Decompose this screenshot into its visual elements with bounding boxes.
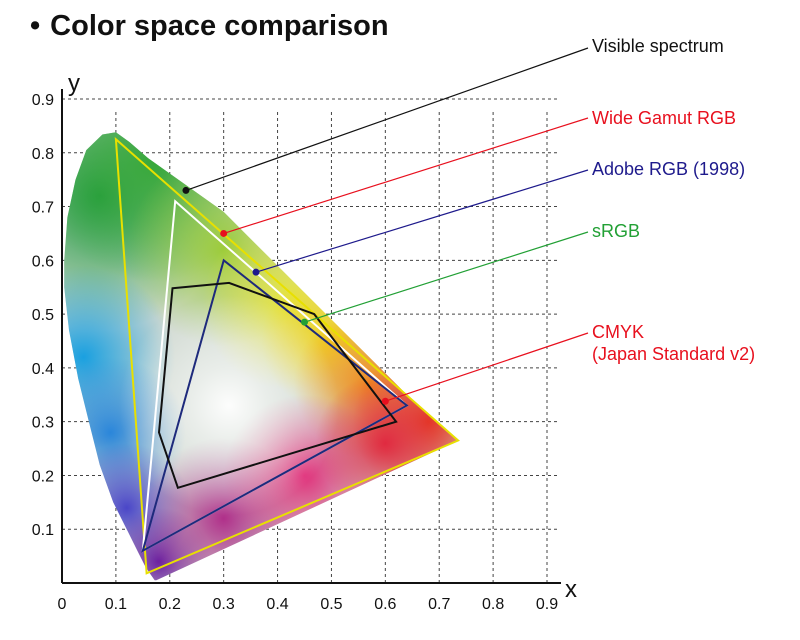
legend-label-cmyk-japan-standard-v2: (Japan Standard v2) — [592, 344, 755, 364]
tick-labels: 0 0.1 0.2 0.3 0.4 0.5 0.6 0.7 0.8 0.9 0.1 0.2 0.3 0.4… — [32, 92, 558, 613]
callout-dot-cmyk-japan-standard-v2 — [381, 397, 389, 405]
legend-label-visible-spectrum: Visible spectrum — [592, 36, 724, 56]
chart-title: • Color space comparison — [30, 10, 389, 43]
y-axis-label: y — [68, 70, 80, 97]
x-tick-label: 0.6 — [374, 596, 396, 613]
gamut-wide-gamut-rgb — [114, 136, 460, 575]
callout-dot-visible-spectrum — [182, 186, 190, 194]
gamut-layer — [114, 136, 460, 575]
legend-label-adobe-rgb-1998: Adobe RGB (1998) — [592, 159, 745, 179]
callout-dot-adobe-rgb-1998 — [252, 268, 260, 276]
x-tick-label: 0.8 — [482, 596, 504, 613]
x-tick-label: 0.7 — [428, 596, 450, 613]
legend-label-cmyk-japan-standard-v2: CMYK — [592, 322, 644, 342]
x-tick-label: 0.1 — [105, 596, 127, 613]
callout-line-adobe-rgb-1998 — [255, 169, 589, 273]
legend-label-srgb: sRGB — [592, 221, 640, 241]
axes — [61, 89, 561, 584]
callout-line-wide-gamut-rgb — [223, 117, 589, 235]
x-axis-label: x — [565, 576, 577, 603]
white-point-glow — [119, 295, 340, 516]
callout-line-cmyk-japan-standard-v2 — [385, 332, 589, 402]
x-tick-label: 0.9 — [536, 596, 558, 613]
gamut-cmyk-japan-standard-v2 — [157, 281, 398, 490]
gamut-srgb — [141, 258, 409, 553]
callout-line-visible-spectrum — [185, 47, 589, 191]
y-tick-label: 0.4 — [32, 361, 54, 378]
x-tick-label: 0.2 — [159, 596, 181, 613]
x-tick-label: 0 — [58, 596, 67, 613]
y-tick-label: 0.1 — [32, 522, 54, 539]
callout-layer: Visible spectrum Wide Gamut RGB Adobe RGB … — [182, 36, 755, 405]
y-tick-label: 0.2 — [32, 468, 54, 485]
y-tick-label: 0.7 — [32, 200, 54, 217]
chart-title-text: Color space comparison — [50, 10, 389, 42]
y-tick-label: 0.8 — [32, 146, 54, 163]
x-tick-label: 0.5 — [320, 596, 342, 613]
y-tick-label: 0.3 — [32, 415, 54, 432]
y-tick-label: 0.6 — [32, 253, 54, 270]
x-tick-label: 0.4 — [266, 596, 288, 613]
x-tick-label: 0.3 — [213, 596, 235, 613]
bullet: • — [30, 10, 41, 42]
callout-dot-srgb — [301, 318, 308, 326]
callout-dot-wide-gamut-rgb — [220, 229, 228, 237]
y-tick-label: 0.5 — [32, 307, 54, 324]
y-tick-label: 0.9 — [32, 92, 54, 109]
legend-label-wide-gamut-rgb: Wide Gamut RGB — [592, 108, 736, 128]
callout-line-srgb — [304, 231, 589, 323]
